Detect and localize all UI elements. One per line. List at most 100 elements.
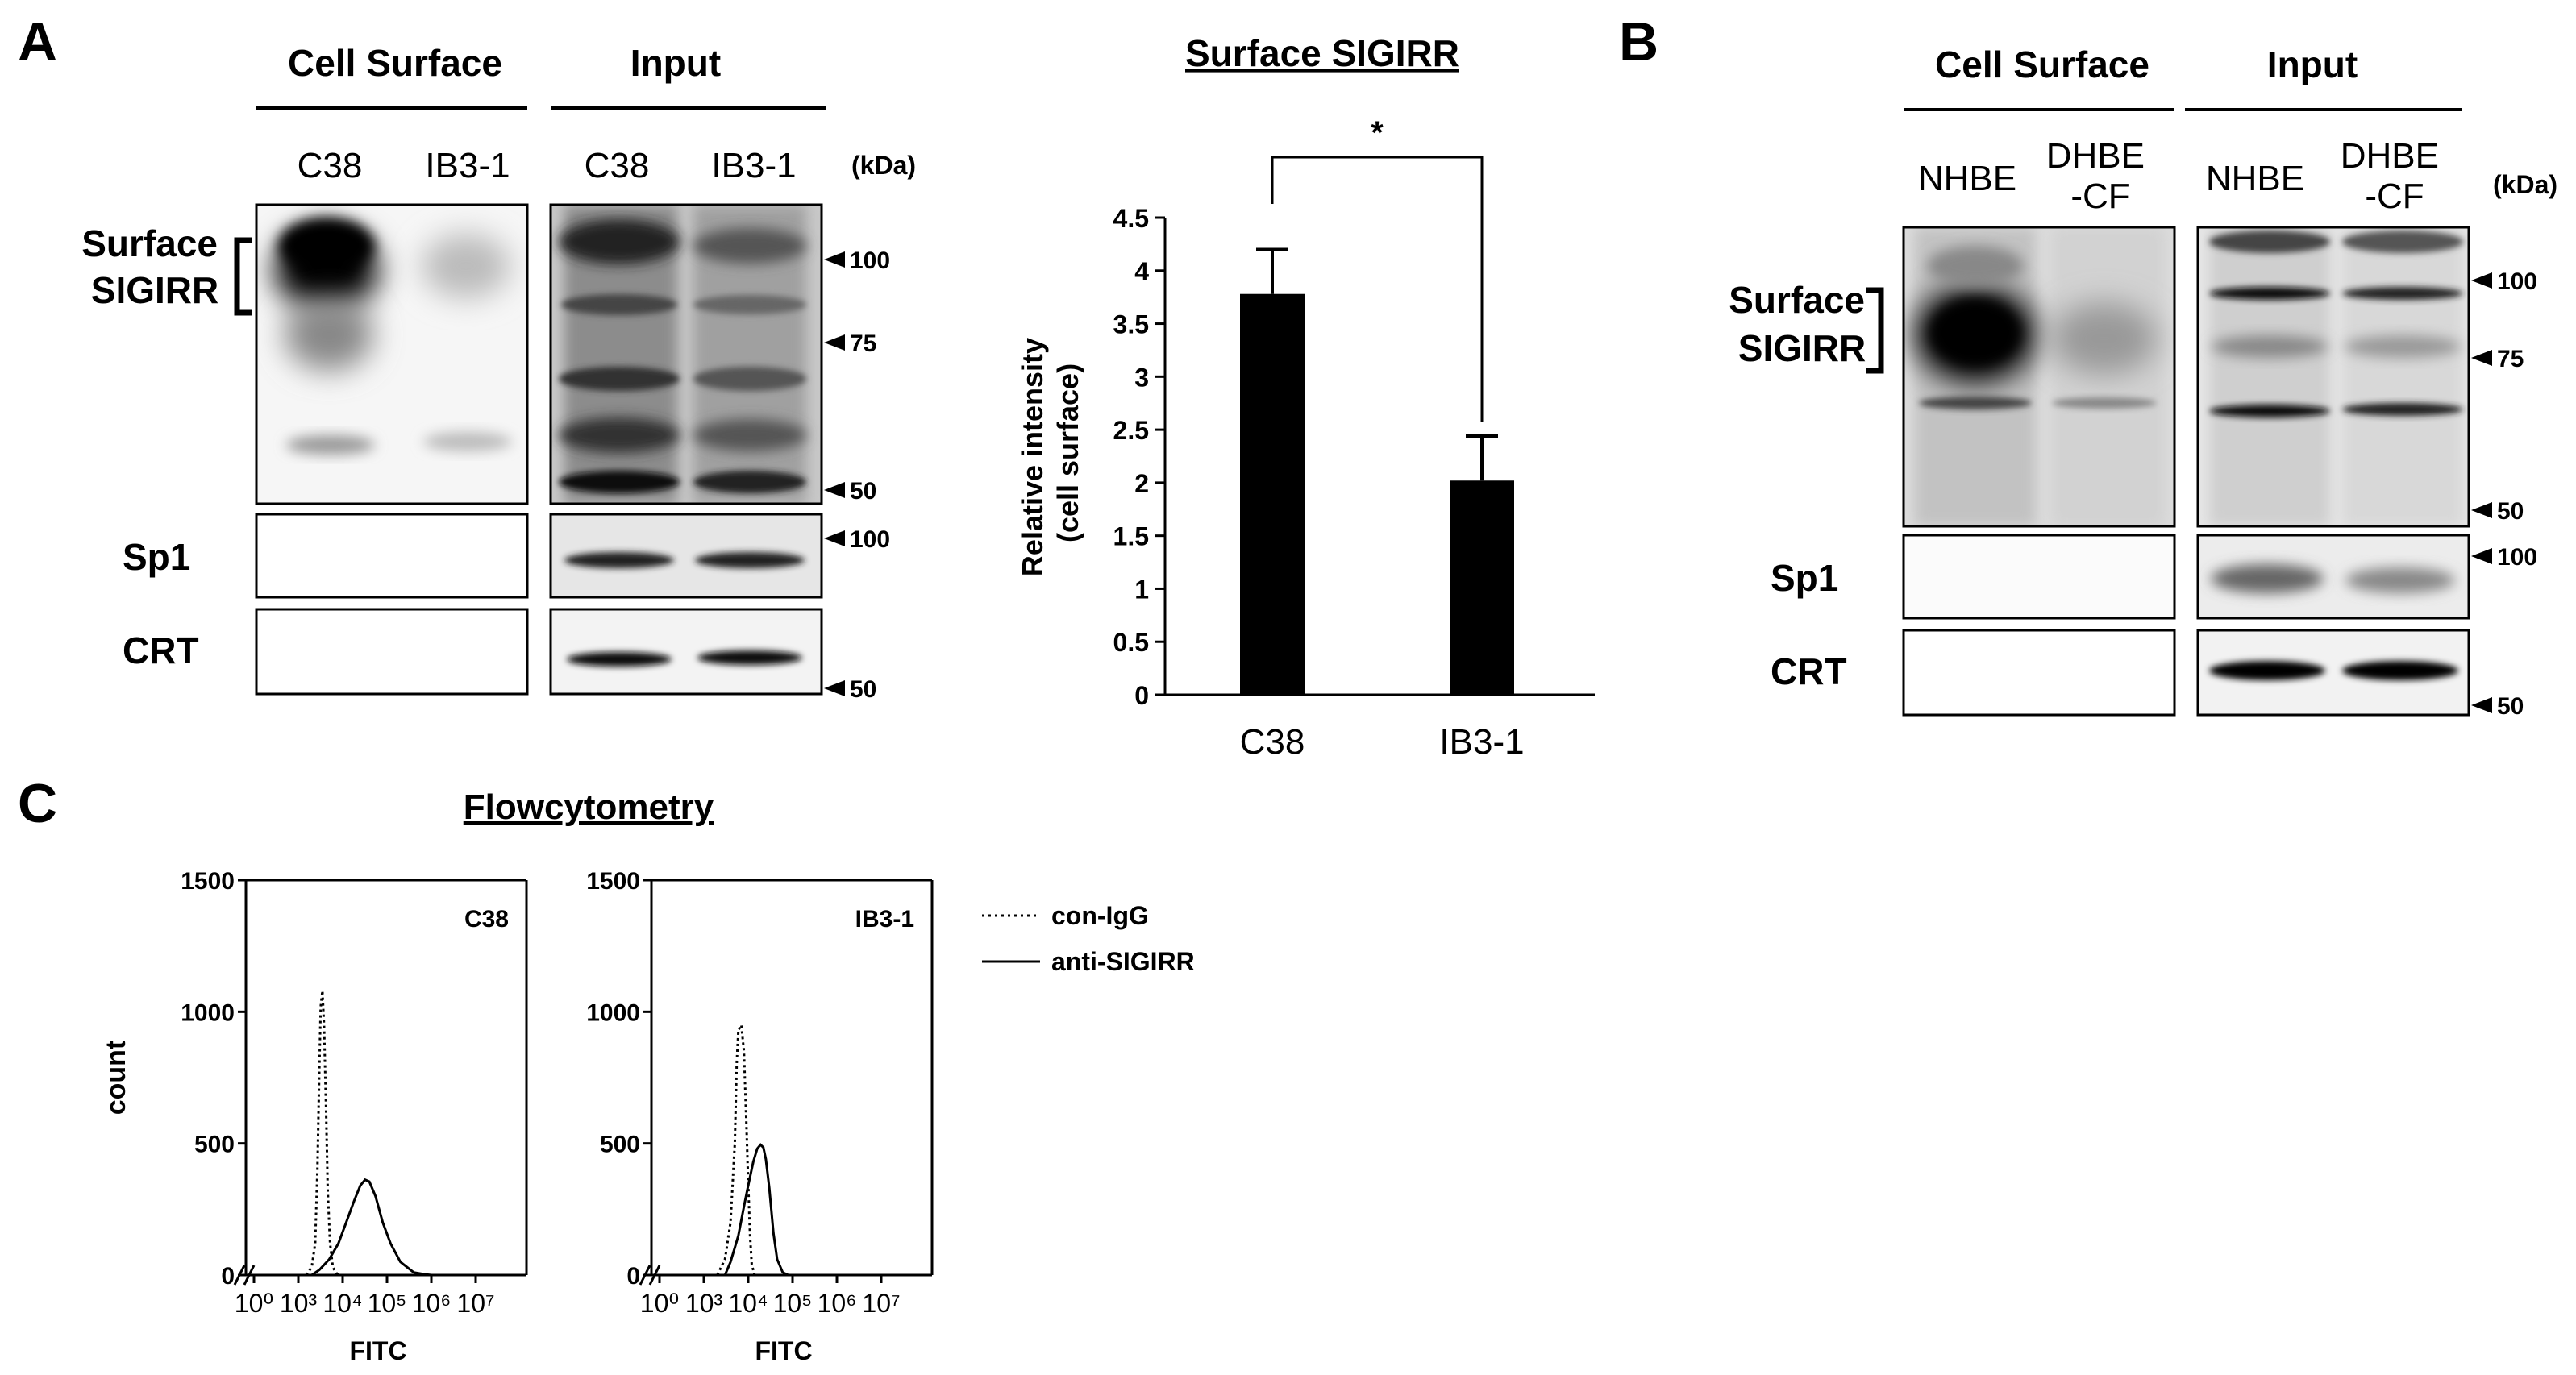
- x-tick-label: 10³: [685, 1289, 723, 1318]
- ylabel-line1: Relative intensity: [1016, 338, 1049, 576]
- bar-chart-surface-sigirr: Surface SIGIRR Relative intensity (cell …: [1016, 32, 1595, 762]
- lane-label: DHBE -CF: [2046, 136, 2154, 216]
- marker-arrow: [2471, 697, 2492, 713]
- histogram-c38: 0 500 1000 1500 10⁰ 10³ 10⁴ 10⁵ 10⁶ 10⁷ FITC count C…: [101, 868, 528, 1365]
- kda-markers-b: 100 75 50 100 50: [2471, 268, 2537, 720]
- row-label-sp1: Sp1: [123, 536, 190, 578]
- blot-frame: [255, 203, 529, 505]
- panel-b-header-input: Input: [2267, 44, 2358, 85]
- ylabel-line2: (cell surface): [1051, 363, 1084, 542]
- blot-frame: [549, 513, 823, 599]
- row-label-surface-line2: SIGIRR: [1738, 327, 1866, 369]
- row-label-surface-line1: Surface: [81, 222, 218, 264]
- hist-y-label: count: [101, 1041, 131, 1115]
- blot-frame: [1902, 226, 2176, 528]
- blot-frame: [549, 203, 823, 505]
- y-tick-label: 0: [1134, 681, 1149, 710]
- bar-ib3-1: [1450, 480, 1514, 695]
- panel-b: B Cell Surface Input NHBE DHBE -CF NHBE …: [1619, 11, 2557, 720]
- flow-legend: con-IgG anti-SIGIRR: [982, 901, 1195, 976]
- hist-sample-label: C38: [464, 906, 509, 933]
- x-tick-label: 10⁰: [235, 1289, 273, 1318]
- blot-frame: [549, 608, 823, 696]
- x-tick-label: 10⁶: [412, 1289, 452, 1318]
- marker-label: 100: [850, 247, 890, 274]
- row-label-surface: Surface SIGIRR: [81, 222, 228, 311]
- row-label-surface-line1: Surface: [1729, 279, 1865, 321]
- series-con-igg: [305, 991, 339, 1277]
- x-category-label: IB3-1: [1439, 722, 1524, 762]
- x-tick-label: 10⁰: [640, 1289, 679, 1318]
- lane-label: NHBE: [1918, 159, 2016, 198]
- blot-b-sp1-input: [2198, 535, 2469, 618]
- axis-break-mark: [243, 1265, 256, 1286]
- marker-label: 100: [850, 526, 890, 553]
- panel-b-header-cell-surface: Cell Surface: [1935, 44, 2149, 85]
- blot-a-cell-surface: [256, 205, 527, 504]
- x-tick-label: 10³: [280, 1289, 318, 1318]
- blot-b-cell-surface: [1904, 227, 2174, 526]
- lane-label-line1: DHBE: [2341, 136, 2439, 176]
- blot-a-sp1-input: [551, 514, 822, 597]
- y-tick-label: 2.5: [1113, 416, 1149, 445]
- surface-bracket: [1866, 287, 1884, 374]
- significance-marker: *: [1371, 115, 1384, 151]
- blot-b-input: [2198, 227, 2469, 526]
- y-tick-label: 3.5: [1113, 310, 1149, 339]
- surface-bracket: [234, 237, 252, 316]
- marker-label: 50: [2497, 498, 2524, 525]
- blot-a-input: [551, 205, 822, 504]
- kda-unit-label: (kDa): [851, 151, 916, 180]
- blot-a-crt-input: [551, 609, 822, 694]
- marker-arrow: [2471, 548, 2492, 564]
- marker-label: 50: [2497, 693, 2524, 720]
- x-tick-label: 10⁴: [728, 1289, 768, 1318]
- lane-label: IB3-1: [711, 146, 796, 185]
- y-tick-label: 0: [221, 1263, 235, 1290]
- marker-arrow: [824, 530, 845, 546]
- marker-label: 100: [2497, 544, 2537, 571]
- marker-label: 100: [2497, 268, 2537, 295]
- x-tick-label: 10⁵: [773, 1289, 813, 1318]
- panel-a-header-cell-surface: Cell Surface: [288, 42, 502, 84]
- lane-label: DHBE -CF: [2341, 136, 2449, 216]
- marker-arrow: [2471, 502, 2492, 518]
- marker-arrow: [824, 680, 845, 696]
- y-tick-label: 0.5: [1113, 628, 1149, 657]
- y-tick-label: 1500: [586, 868, 640, 895]
- marker-arrow: [824, 334, 845, 351]
- lane-label-line1: DHBE: [2046, 136, 2145, 176]
- panel-a: A Cell Surface Input C38 IB3-1 C38 IB3-1…: [18, 11, 916, 703]
- axis-break-mark: [648, 1265, 661, 1286]
- y-tick-label: 0: [626, 1263, 640, 1290]
- blot-a-crt-cell-surface: [255, 608, 529, 696]
- bar-chart-y-axis: 0 0.5 1 1.5 2 2.5 3 3.5 4 4.5: [1113, 204, 1595, 710]
- bar-chart-title: Surface SIGIRR: [1185, 32, 1459, 74]
- x-tick-label: 10⁷: [862, 1289, 900, 1318]
- marker-label: 50: [850, 676, 876, 703]
- blot-frame: [2196, 534, 2470, 620]
- panel-b-letter: B: [1619, 11, 1658, 73]
- blot-a-sp1-cell-surface: [255, 513, 529, 599]
- panel-a-letter: A: [18, 11, 57, 73]
- y-tick-label: 4: [1134, 257, 1149, 286]
- lane-label-line2: -CF: [2365, 177, 2424, 216]
- lane-label-line2: -CF: [2070, 177, 2129, 216]
- histogram-ib3-1: 0 500 1000 1500 10⁰ 10³ 10⁴ 10⁵ 10⁶ 10⁷ FITC IB3-1: [586, 868, 934, 1365]
- kda-unit-label: (kDa): [2493, 170, 2557, 199]
- marker-label: 75: [2497, 346, 2524, 372]
- x-category-label: C38: [1240, 722, 1305, 762]
- marker-arrow: [824, 251, 845, 268]
- panel-c-letter: C: [18, 773, 57, 834]
- series-anti-sigirr: [310, 1178, 432, 1277]
- legend-label-con-igg: con-IgG: [1051, 901, 1149, 930]
- row-label-sp1: Sp1: [1771, 557, 1838, 599]
- marker-arrow: [2471, 350, 2492, 366]
- blot-b-sp1-cell-surface: [1902, 534, 2176, 620]
- y-tick-label: 1000: [586, 999, 640, 1026]
- y-tick-label: 1.5: [1113, 522, 1149, 551]
- marker-arrow: [824, 482, 845, 498]
- y-tick-label: 500: [194, 1132, 235, 1158]
- hist-x-label: FITC: [755, 1336, 812, 1365]
